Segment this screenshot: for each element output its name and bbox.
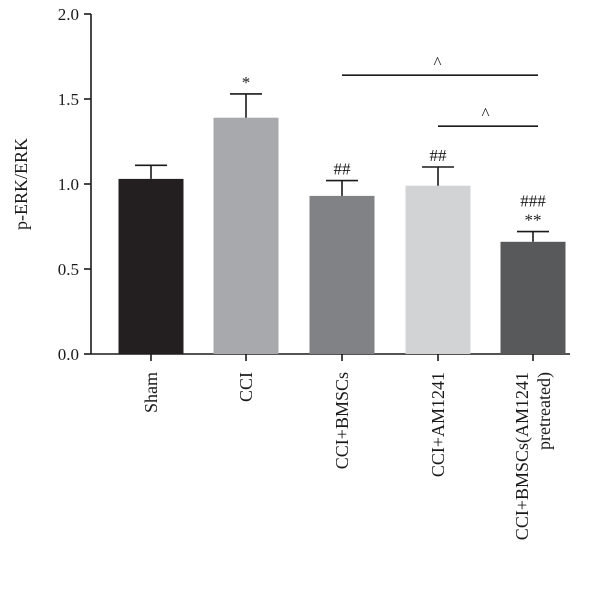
y-tick-label: 1.5 — [58, 90, 79, 109]
y-tick-label: 1.0 — [58, 175, 79, 194]
bar — [309, 195, 375, 354]
significance-mark: ### — [520, 192, 546, 211]
significance-mark: ## — [334, 160, 352, 179]
category-label: CCI — [236, 372, 256, 402]
significance-mark: * — [242, 73, 251, 92]
y-tick-label: 0.5 — [58, 260, 79, 279]
bar — [405, 185, 471, 354]
bars — [118, 93, 566, 354]
category-label: CCI+BMSCs — [332, 372, 352, 469]
y-axis-title: p-ERK/ERK — [11, 138, 31, 230]
bar — [500, 241, 566, 354]
category-label: pretreated) — [534, 372, 555, 450]
category-label: Sham — [141, 372, 161, 413]
labels: *#######**^^Sham CCI CCI+BMSCs CCI+AM1241 CC… — [141, 53, 555, 540]
y-tick-label: 2.0 — [58, 5, 79, 24]
y-tick-label: 0.0 — [58, 345, 79, 364]
bar — [118, 178, 184, 354]
significance-mark: ## — [430, 146, 448, 165]
bar — [213, 117, 279, 354]
category-label: CCI+BMSCs(AM1241 — [512, 372, 533, 540]
comparison-mark: ^ — [482, 104, 490, 123]
comparison-mark: ^ — [434, 53, 442, 72]
category-label: CCI+AM1241 — [428, 372, 448, 477]
significance-mark: ** — [525, 211, 542, 230]
axes: 0.0 0.5 1.0 1.5 2.0 p-ERK/ERK — [11, 5, 570, 364]
